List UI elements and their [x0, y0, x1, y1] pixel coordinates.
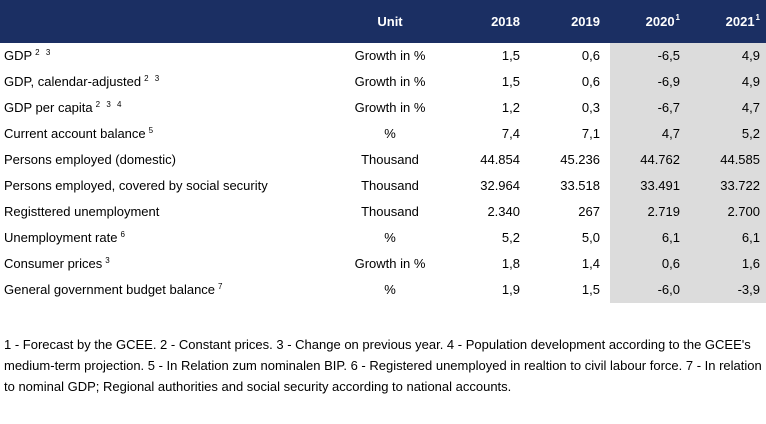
row-unit: % — [384, 126, 396, 141]
value-2018: 32.964 — [480, 178, 520, 193]
row-unit: Growth in % — [354, 48, 426, 63]
value-2020: -6,9 — [657, 74, 680, 89]
value-2021: 44.585 — [720, 152, 760, 167]
row-unit: Thousand — [361, 204, 419, 219]
value-2020: -6,0 — [657, 282, 680, 297]
header-2018: 2018 — [491, 14, 520, 29]
row-label: Registtered unemployment — [4, 199, 159, 225]
header-2021: 20211 — [690, 0, 760, 43]
table-row: Unemployment rate 6% 5,2 5,0 6,1 6,1 — [0, 225, 766, 251]
value-2021: 4,7 — [741, 100, 760, 115]
row-label-text: GDP, calendar-adjusted — [4, 74, 142, 89]
table-row: Current account balance 5% 7,4 7,1 4,7 5,2 — [0, 121, 766, 147]
value-2019: 0,6 — [581, 74, 600, 89]
row-label: Consumer prices 3 — [4, 251, 112, 277]
row-footnote-marker: 5 — [148, 126, 156, 135]
value-2018: 1,8 — [501, 256, 520, 271]
row-label: Unemployment rate 6 — [4, 225, 127, 251]
value-2019: 45.236 — [560, 152, 600, 167]
value-2021: 6,1 — [741, 230, 760, 245]
row-label: Persons employed, covered by social secu… — [4, 173, 268, 199]
header-2021-footnote: 1 — [755, 13, 760, 22]
value-2020: -6,5 — [657, 48, 680, 63]
header-2020-footnote: 1 — [675, 13, 680, 22]
row-unit: Growth in % — [354, 74, 426, 89]
row-unit: Thousand — [361, 152, 419, 167]
value-2021: 5,2 — [741, 126, 760, 141]
row-label: General government budget balance 7 — [4, 277, 225, 303]
forecast-column-shading — [610, 43, 766, 303]
row-unit: Thousand — [361, 178, 419, 193]
value-2019: 7,1 — [581, 126, 600, 141]
value-2020: -6,7 — [657, 100, 680, 115]
row-label: GDP, calendar-adjusted 2 3 — [4, 69, 161, 95]
row-label-text: Registtered unemployment — [4, 204, 160, 219]
row-footnote-marker: 6 — [120, 230, 127, 239]
value-2018: 2.340 — [487, 204, 520, 219]
value-2020: 33.491 — [640, 178, 680, 193]
row-label-text: GDP per capita — [4, 100, 93, 115]
value-2021: 1,6 — [741, 256, 760, 271]
row-unit: Growth in % — [354, 256, 426, 271]
value-2020: 4,7 — [661, 126, 680, 141]
row-label-text: Current account balance — [4, 126, 146, 141]
row-label-text: Unemployment rate — [4, 230, 118, 245]
table-header: Unit 2018 2019 20201 20211 — [0, 0, 766, 43]
value-2018: 7,4 — [501, 126, 520, 141]
value-2018: 1,2 — [501, 100, 520, 115]
header-2021-year: 2021 — [725, 14, 755, 29]
value-2019: 33.518 — [560, 178, 600, 193]
row-label-text: Consumer prices — [4, 256, 103, 271]
row-footnote-marker: 7 — [218, 282, 225, 291]
row-footnote-marker: 2 3 — [35, 48, 53, 57]
value-2020: 0,6 — [661, 256, 680, 271]
row-label-text: General government budget balance — [4, 282, 216, 297]
value-2018: 1,9 — [501, 282, 520, 297]
header-2020-year: 2020 — [645, 14, 675, 29]
row-label-text: Persons employed (domestic) — [4, 152, 176, 167]
table-row: Persons employed, covered by social secu… — [0, 173, 766, 199]
footnote-text: 1 - Forecast by the GCEE. 2 - Constant p… — [4, 337, 762, 394]
table-row: GDP, calendar-adjusted 2 3 Growth in % 1,5 0… — [0, 69, 766, 95]
header-unit: Unit — [377, 14, 403, 29]
row-label: GDP 2 3 — [4, 43, 52, 69]
value-2019: 0,6 — [581, 48, 600, 63]
row-unit: % — [384, 230, 396, 245]
value-2021: 33.722 — [720, 178, 760, 193]
value-2018: 5,2 — [501, 230, 520, 245]
value-2020: 44.762 — [640, 152, 680, 167]
table-row: Persons employed (domestic) Thousand 44.85… — [0, 147, 766, 173]
value-2018: 44.854 — [480, 152, 520, 167]
row-footnote-marker: 2 3 4 — [95, 100, 124, 109]
row-label-text: Persons employed, covered by social secu… — [4, 178, 268, 193]
table-row: General government budget balance 7% 1,9 1,… — [0, 277, 766, 303]
table-row: GDP 2 3 Growth in % 1,5 0,6 -6,5 4,9 — [0, 43, 766, 69]
value-2019: 1,4 — [581, 256, 600, 271]
row-footnote-marker: 2 3 — [144, 74, 162, 83]
table-row: GDP per capita 2 3 4 Growth in % 1,2 0,3 -6,7… — [0, 95, 766, 121]
value-2018: 1,5 — [501, 48, 520, 63]
value-2020: 2.719 — [647, 204, 680, 219]
row-footnote-marker: 3 — [105, 256, 112, 265]
value-2021: 4,9 — [741, 74, 760, 89]
row-unit: % — [384, 282, 396, 297]
value-2020: 6,1 — [661, 230, 680, 245]
table-row: Consumer prices 3 Growth in % 1,8 1,4 0,6 1,6 — [0, 251, 766, 277]
value-2021: -3,9 — [737, 282, 760, 297]
row-label: Persons employed (domestic) — [4, 147, 176, 173]
value-2019: 0,3 — [581, 100, 600, 115]
value-2021: 2.700 — [727, 204, 760, 219]
value-2018: 1,5 — [501, 74, 520, 89]
row-label-text: GDP — [4, 48, 33, 63]
row-label: GDP per capita 2 3 4 — [4, 95, 123, 121]
row-unit: Growth in % — [354, 100, 426, 115]
header-2019: 2019 — [571, 14, 600, 29]
value-2019: 1,5 — [581, 282, 600, 297]
row-label: Current account balance 5 — [4, 121, 155, 147]
table-row: Registtered unemployment Thousand 2.340 267… — [0, 199, 766, 225]
header-2020: 20201 — [610, 0, 680, 43]
value-2019: 5,0 — [581, 230, 600, 245]
value-2021: 4,9 — [741, 48, 760, 63]
value-2019: 267 — [578, 204, 600, 219]
